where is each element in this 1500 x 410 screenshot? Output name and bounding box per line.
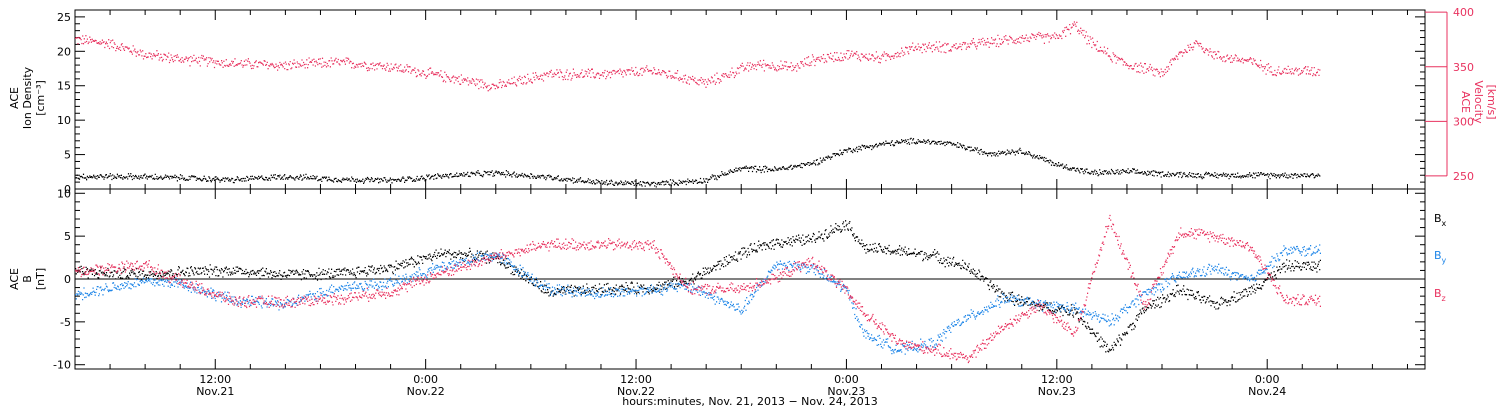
- time-axis: 12:00Nov.210:00Nov.2212:00Nov.220:00Nov.…: [74, 10, 1408, 398]
- time-tick-date: Nov.23: [1038, 385, 1076, 398]
- top-right-ylabel-line2: Velocity: [1472, 80, 1485, 124]
- top-right-axis: 250 300 350 400: [1425, 6, 1474, 183]
- velocity-series: [75, 21, 1321, 92]
- top-left-tick-label: 20: [57, 45, 71, 58]
- time-tick-date: Nov.21: [196, 385, 234, 398]
- bottom-tick-label: -5: [60, 316, 71, 329]
- bz-series: [75, 214, 1321, 364]
- density-series: [75, 137, 1321, 188]
- bottom-panel: -10 -5 0 5 10 ACE B [nT] Bx By Bz: [8, 187, 1447, 371]
- bottom-left-axis: -10 -5 0 5 10: [53, 187, 1425, 372]
- legend-subscript: y: [1442, 256, 1447, 265]
- time-tick-date: Nov.22: [407, 385, 445, 398]
- top-left-tick-label: 15: [57, 80, 71, 93]
- legend-item-by: By: [1434, 249, 1447, 265]
- top-left-tick-label: 10: [57, 114, 71, 127]
- x-axis-title: hours:minutes, Nov. 21, 2013 − Nov. 24, …: [622, 395, 878, 408]
- bottom-ylabel-line3: [nT]: [34, 268, 47, 290]
- top-left-tick-label: 0: [64, 183, 71, 196]
- top-ylabel-line3: [cm⁻³]: [34, 80, 47, 116]
- top-data: [75, 21, 1321, 188]
- top-right-ylabel-line1: ACE: [1459, 91, 1472, 113]
- top-panel-frame: [74, 9, 1426, 190]
- top-ylabel-line1: ACE: [8, 87, 21, 109]
- legend-item-bx: Bx: [1434, 212, 1447, 228]
- time-tick-label: 0:00: [1255, 373, 1280, 386]
- bottom-ylabel-line2: B: [21, 275, 34, 283]
- bottom-tick-label: 0: [64, 273, 71, 286]
- top-right-tick-label: 300: [1453, 115, 1474, 128]
- top-left-axis: 0 5 10 15 20 25: [57, 9, 1425, 196]
- time-tick-date: Nov.22: [617, 385, 655, 398]
- time-tick-label: 12:00: [620, 373, 652, 386]
- top-left-tick-label: 25: [57, 11, 71, 24]
- legend: Bx By Bz: [1434, 212, 1447, 303]
- top-ylabel-line2: Ion Density: [21, 66, 34, 129]
- time-tick-date: Nov.24: [1248, 385, 1286, 398]
- time-tick-label: 0:00: [413, 373, 438, 386]
- legend-subscript: x: [1442, 219, 1447, 228]
- time-tick-label: 0:00: [834, 373, 859, 386]
- top-left-tick-label: 5: [64, 149, 71, 162]
- top-right-ylabel-line3: [km/s]: [1485, 84, 1498, 119]
- top-right-tick-label: 400: [1453, 6, 1474, 19]
- bottom-data: [75, 214, 1321, 364]
- bottom-tick-label: 5: [64, 230, 71, 243]
- top-right-tick-label: 350: [1453, 61, 1474, 74]
- bottom-ylabel-line1: ACE: [8, 268, 21, 290]
- legend-item-bz: Bz: [1434, 287, 1446, 303]
- time-tick-date: Nov.23: [827, 385, 865, 398]
- by-series: [75, 244, 1321, 355]
- top-right-tick-label: 250: [1453, 170, 1474, 183]
- time-tick-label: 12:00: [199, 373, 231, 386]
- time-tick-label: 12:00: [1041, 373, 1073, 386]
- legend-subscript: z: [1442, 294, 1446, 303]
- bottom-tick-label: 10: [57, 187, 71, 200]
- bottom-tick-label: -10: [53, 359, 71, 372]
- bx-series: [75, 220, 1321, 353]
